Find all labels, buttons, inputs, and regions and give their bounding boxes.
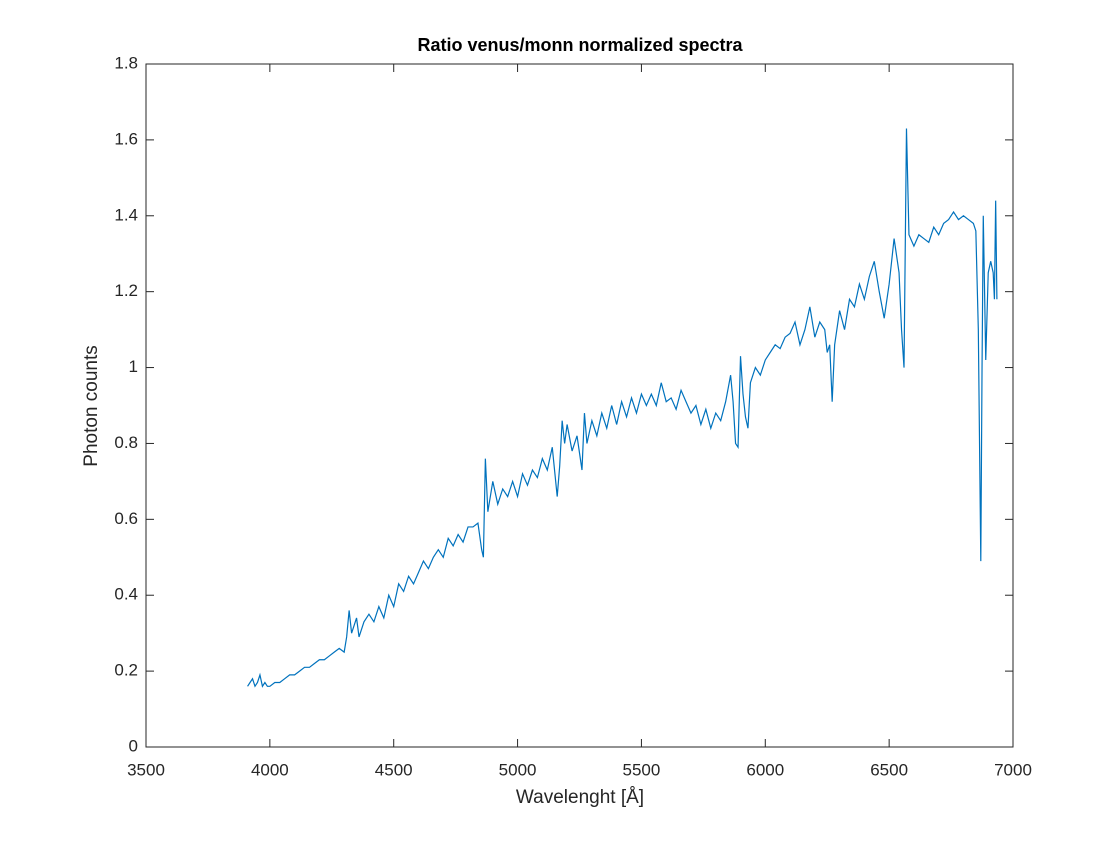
y-tick-label: 0.2 (114, 661, 138, 680)
y-tick-label: 0.6 (114, 509, 138, 528)
y-tick-label: 1 (129, 357, 138, 376)
y-tick-label: 1.4 (114, 205, 138, 224)
x-axis-label: Wavelenght [Å] (516, 787, 644, 808)
y-tick-label: 1.6 (114, 129, 138, 148)
x-tick-label: 5500 (623, 760, 661, 779)
y-tick-label: 0.4 (114, 585, 138, 604)
y-tick-label: 0 (129, 736, 138, 755)
x-tick-label: 7000 (994, 760, 1032, 779)
x-tick-label: 4500 (375, 760, 413, 779)
line-series (247, 128, 998, 688)
plot-area (145, 63, 1014, 748)
x-tick-label: 4000 (251, 760, 289, 779)
y-tick-label: 0.8 (114, 433, 138, 452)
x-tick-label: 5000 (499, 760, 537, 779)
x-tick-label: 6500 (870, 760, 908, 779)
y-tick-label: 1.2 (114, 281, 138, 300)
y-tick-label: 1.8 (114, 53, 138, 72)
x-tick-label: 3500 (127, 760, 165, 779)
y-axis-label: Photon counts (81, 345, 102, 466)
chart-title: Ratio venus/monn normalized spectra (417, 35, 743, 55)
x-tick-label: 6000 (746, 760, 784, 779)
